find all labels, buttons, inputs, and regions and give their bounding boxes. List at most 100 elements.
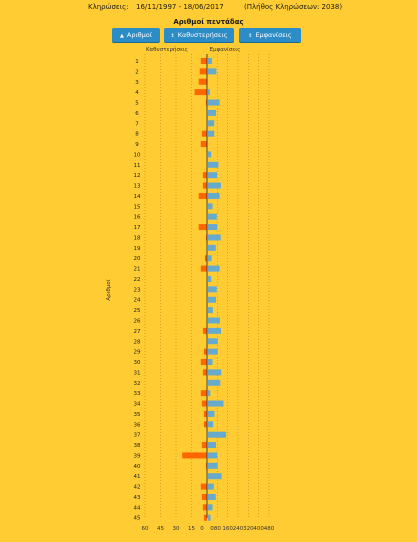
appearance-bar xyxy=(208,275,212,282)
sort-toggle-icon: ⇕ xyxy=(170,33,175,39)
right-tick-label: 80 xyxy=(214,526,221,532)
appearance-bar xyxy=(208,514,211,521)
category-label: 1 xyxy=(135,59,139,65)
right-tick-label: 240 xyxy=(233,526,244,532)
right-tick-label: 320 xyxy=(243,526,254,532)
sort-appearances-button[interactable]: ⇕ Εμφανίσεις xyxy=(239,28,301,42)
y-axis-label: Αριθμοί xyxy=(105,279,112,300)
left-tick-label: 0 xyxy=(200,526,204,532)
appearance-bar xyxy=(208,473,222,480)
delay-bar xyxy=(198,224,207,231)
right-tick-label: 160 xyxy=(222,526,233,532)
category-label: 33 xyxy=(134,391,141,397)
category-label: 28 xyxy=(134,339,141,345)
appearance-bar xyxy=(208,504,213,511)
appearance-bar xyxy=(208,182,221,189)
appearance-bar xyxy=(208,120,215,127)
appearance-bar xyxy=(208,161,219,168)
left-tick-label: 30 xyxy=(173,526,180,532)
appearance-bar xyxy=(208,265,220,272)
delay-bar xyxy=(200,483,207,490)
category-label: 42 xyxy=(134,485,141,491)
category-label: 23 xyxy=(134,287,141,293)
appearance-bar xyxy=(208,317,220,324)
right-tick-label: 0 xyxy=(210,526,214,532)
left-tick-label: 60 xyxy=(142,526,149,532)
delay-bar xyxy=(203,421,207,428)
right-tick-label: 480 xyxy=(264,526,275,532)
sort-numbers-button[interactable]: ▲ Αριθμοί xyxy=(112,28,160,42)
sort-appearances-label: Εμφανίσεις xyxy=(255,31,292,39)
category-label: 37 xyxy=(134,433,141,439)
appearance-bar xyxy=(208,89,210,96)
appearance-bar xyxy=(208,338,218,345)
right-axis-label: Εμφανίσεις xyxy=(210,46,241,53)
category-label: 26 xyxy=(134,319,141,325)
appearance-bar xyxy=(208,327,221,334)
appearance-bar xyxy=(208,130,215,137)
category-label: 45 xyxy=(134,516,141,522)
category-label: 19 xyxy=(134,246,141,252)
category-label: 29 xyxy=(134,350,141,356)
category-label: 11 xyxy=(134,163,141,169)
appearance-bar xyxy=(208,400,224,407)
delay-bar xyxy=(200,58,207,64)
appearance-bar xyxy=(208,224,218,231)
category-label: 17 xyxy=(134,225,141,231)
category-label: 22 xyxy=(134,277,141,283)
delay-bar xyxy=(200,141,207,148)
appearance-bar xyxy=(208,151,212,158)
delay-bar xyxy=(203,410,207,417)
category-label: 21 xyxy=(134,267,141,273)
appearance-bar xyxy=(208,410,215,417)
category-label: 32 xyxy=(134,381,141,387)
delay-bar xyxy=(202,172,207,179)
appearance-bar xyxy=(208,203,213,210)
category-label: 13 xyxy=(134,184,141,190)
appearance-bar xyxy=(208,431,227,438)
appearance-bar xyxy=(208,493,216,500)
appearance-bar xyxy=(208,255,212,262)
delay-bar xyxy=(182,452,207,459)
date-range: 16/11/1997 - 18/06/2017 xyxy=(136,3,224,11)
delay-bar xyxy=(204,255,207,262)
category-label: 10 xyxy=(134,152,141,158)
category-label: 16 xyxy=(134,215,141,221)
category-label: 9 xyxy=(135,142,139,148)
category-label: 18 xyxy=(134,235,141,241)
category-label: 35 xyxy=(134,412,141,418)
appearance-bar xyxy=(208,68,217,75)
appearance-bar xyxy=(208,192,220,199)
appearance-bar xyxy=(208,109,217,116)
page-title: Αριθμοί πεντάδας xyxy=(173,18,244,26)
category-label: 7 xyxy=(135,121,139,127)
sort-delays-button[interactable]: ⇕ Καθυστερήσεις xyxy=(164,28,234,42)
appearance-bar xyxy=(208,58,212,64)
delay-bar xyxy=(201,130,207,137)
appearance-bar xyxy=(208,483,214,490)
delay-bar xyxy=(199,68,207,75)
right-tick-label: 400 xyxy=(253,526,264,532)
category-label: 14 xyxy=(134,194,141,200)
category-label: 40 xyxy=(134,464,141,470)
delay-bar xyxy=(198,192,207,199)
delay-bar xyxy=(200,265,207,272)
category-label: 31 xyxy=(134,370,141,376)
appearance-bar xyxy=(208,452,218,459)
appearance-bar xyxy=(208,234,221,241)
appearance-bar xyxy=(208,172,218,179)
appearance-bar xyxy=(208,296,217,303)
delay-bar xyxy=(201,442,207,449)
category-label: 34 xyxy=(134,402,141,408)
category-label: 2 xyxy=(135,69,139,75)
category-label: 30 xyxy=(134,360,141,366)
category-label: 6 xyxy=(135,111,139,117)
appearance-bar xyxy=(208,99,220,106)
delay-bar xyxy=(201,400,207,407)
appearance-bar xyxy=(208,213,217,220)
delay-bar xyxy=(202,369,207,376)
delay-bar xyxy=(194,89,207,96)
appearance-bar xyxy=(208,390,211,397)
category-label: 15 xyxy=(134,204,141,210)
category-label: 38 xyxy=(134,443,141,449)
